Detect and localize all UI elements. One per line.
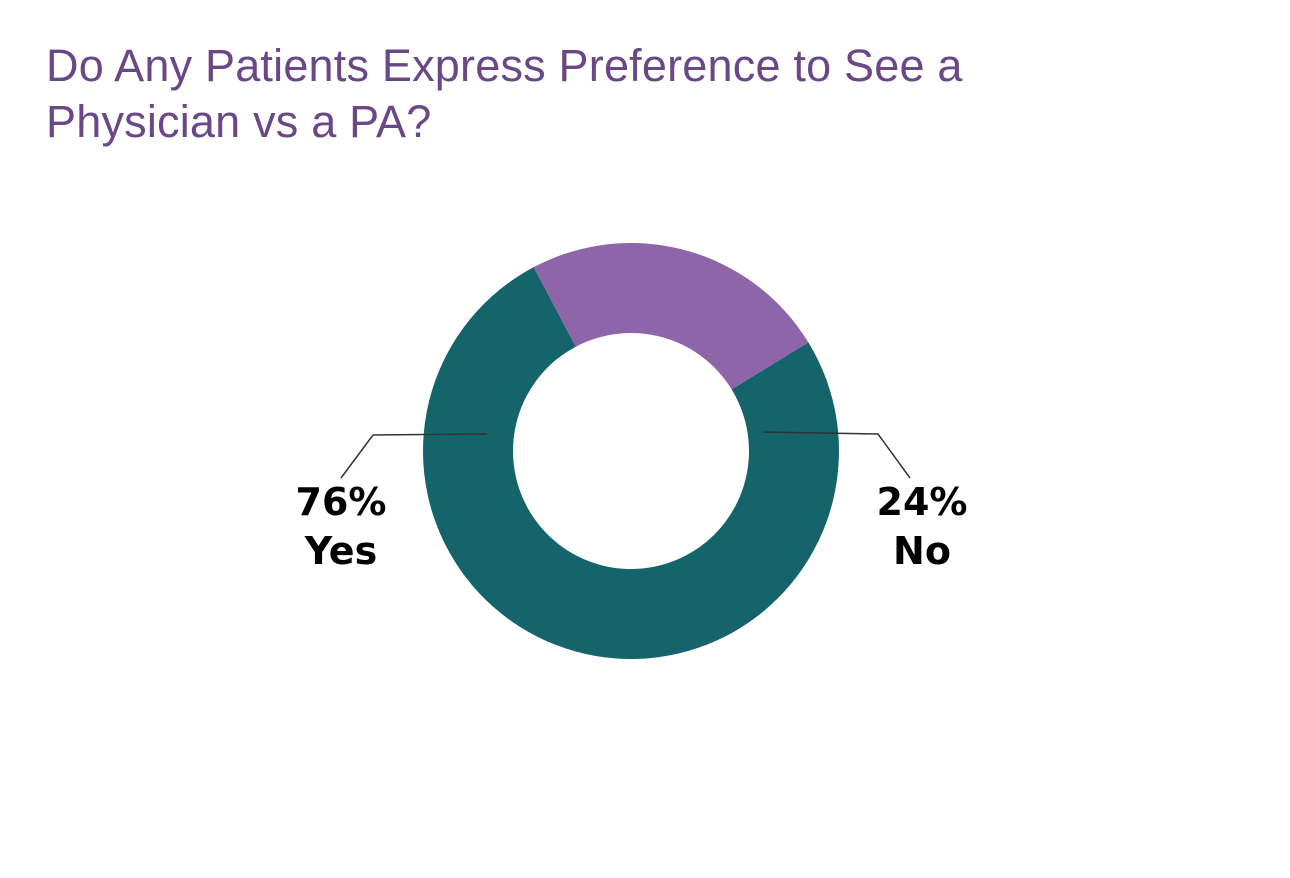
data-label-yes-category: Yes bbox=[304, 529, 377, 573]
leader-line-yes bbox=[340, 433, 488, 479]
donut-slice-no bbox=[533, 242, 809, 390]
data-label-no-value: 24% bbox=[877, 480, 968, 524]
donut-slice-yes bbox=[423, 267, 840, 659]
data-label-no-category: No bbox=[893, 529, 951, 573]
leader-lines bbox=[340, 431, 911, 479]
leader-line-no bbox=[762, 431, 911, 479]
donut-slices bbox=[423, 242, 840, 659]
data-label-yes-value: 76% bbox=[296, 480, 387, 524]
chart-title: Do Any Patients Express Preference to Se… bbox=[46, 40, 963, 147]
